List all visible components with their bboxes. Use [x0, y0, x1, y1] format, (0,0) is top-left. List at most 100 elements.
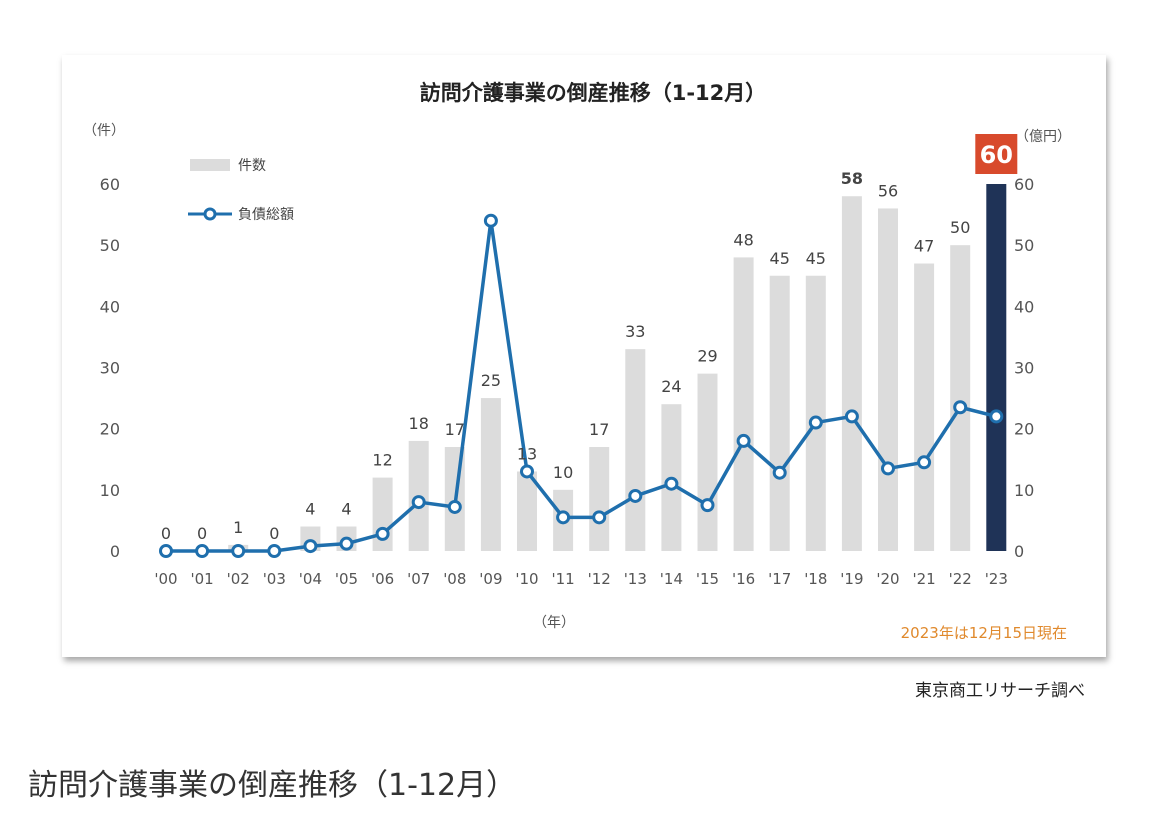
y-tick-left: 20 — [100, 420, 120, 439]
x-tick-label: '16 — [732, 570, 755, 588]
bar-15 — [697, 373, 718, 551]
y-tick-right: 10 — [1014, 481, 1034, 500]
legend-bar-label: 件数 — [238, 158, 266, 174]
bar-label: 45 — [770, 249, 790, 268]
bar-18 — [805, 275, 826, 551]
bar-label: 50 — [950, 218, 970, 237]
line-point-22 — [953, 400, 968, 415]
highlight-badge — [975, 134, 1018, 174]
line-point-3 — [267, 544, 282, 558]
bar-label: 29 — [697, 347, 717, 366]
bar-label: 1 — [233, 518, 243, 537]
y-tick-right: 40 — [1014, 297, 1034, 316]
bar-label: 4 — [341, 500, 351, 519]
line-point-23 — [989, 409, 1004, 424]
line-point-7 — [411, 495, 426, 510]
x-tick-label: '12 — [588, 570, 611, 588]
x-tick-label: '07 — [407, 570, 430, 588]
bar-23 — [986, 184, 1007, 551]
bar-13 — [625, 349, 646, 551]
line-point-2 — [231, 544, 246, 558]
line-point-8 — [447, 499, 462, 514]
legend-line-label: 負債総額 — [238, 207, 294, 223]
source-credit: 東京商工リサーチ調べ — [915, 681, 1085, 701]
y-tick-left: 50 — [100, 236, 120, 255]
bar-label: 4 — [305, 500, 315, 519]
y-tick-right: 20 — [1014, 420, 1034, 439]
chart-card: 訪問介護事業の倒産推移（1-12月） （件） （億円） （年） 2023年は12… — [62, 55, 1106, 657]
y-tick-left: 40 — [100, 297, 120, 316]
y-tick-right: 60 — [1014, 175, 1034, 194]
legend-bar-swatch — [190, 159, 230, 171]
bar-label: 58 — [841, 169, 863, 188]
bar-label: 10 — [553, 463, 573, 482]
x-tick-label: '01 — [190, 570, 213, 588]
x-tick-label: '08 — [443, 570, 466, 588]
x-tick-label: '20 — [876, 570, 899, 588]
bar-17 — [769, 275, 790, 551]
bar-21 — [914, 263, 935, 551]
line-point-19 — [844, 409, 859, 424]
line-point-14 — [664, 476, 679, 491]
line-point-10 — [520, 464, 534, 479]
y-tick-left: 30 — [100, 359, 120, 378]
bar-label: 45 — [806, 249, 826, 268]
bar-label: 0 — [197, 524, 207, 543]
chart-note: 2023年は12月15日現在 — [901, 624, 1067, 642]
bar-20 — [878, 208, 898, 551]
x-tick-label: '10 — [515, 570, 538, 588]
line-point-9 — [483, 213, 498, 228]
x-axis-label: （年） — [533, 615, 575, 631]
line-point-12 — [592, 510, 607, 525]
x-tick-label: '14 — [660, 570, 683, 588]
bar-9 — [480, 398, 501, 551]
x-tick-label: '05 — [335, 570, 358, 588]
x-tick-label: '00 — [154, 570, 177, 588]
bar-22 — [950, 245, 971, 551]
chart: 訪問介護事業の倒産推移（1-12月） （件） （億円） （年） 2023年は12… — [83, 81, 1071, 642]
bar-label: 24 — [661, 377, 681, 396]
left-axis-unit: （件） — [83, 123, 125, 139]
bar-label: 18 — [409, 414, 429, 433]
legend-line-marker — [203, 207, 217, 221]
x-tick-label: '23 — [985, 570, 1008, 588]
bar-label: 33 — [625, 322, 645, 341]
bar-label: 56 — [878, 181, 898, 200]
bar-16 — [733, 257, 754, 551]
y-tick-right: 0 — [1014, 542, 1024, 561]
bar-label: 47 — [914, 237, 934, 256]
line-point-11 — [556, 510, 571, 525]
bar-10 — [517, 471, 537, 551]
y-tick-left: 10 — [100, 481, 120, 500]
bar-label: 17 — [589, 420, 609, 439]
y-tick-right: 50 — [1014, 236, 1034, 255]
line-point-4 — [303, 539, 318, 554]
line-point-6 — [375, 526, 390, 541]
image-caption: 訪問介護事業の倒産推移（1-12月） — [28, 768, 517, 803]
y-tick-left: 60 — [100, 175, 120, 194]
x-tick-label: '13 — [624, 570, 647, 588]
bar-19 — [841, 196, 862, 551]
line-point-0 — [159, 544, 173, 558]
x-tick-label: '22 — [949, 570, 972, 588]
x-tick-label: '03 — [263, 570, 286, 588]
y-tick-left: 0 — [110, 542, 120, 561]
bar-label-highlight: 60 — [980, 141, 1013, 169]
bar-label: 0 — [161, 524, 171, 543]
right-axis-unit: （億円） — [1015, 129, 1071, 145]
line-point-16 — [736, 433, 751, 448]
line-series-debt — [166, 218, 997, 553]
bar-label: 25 — [481, 371, 501, 390]
line-point-17 — [772, 465, 787, 480]
x-tick-label: '11 — [551, 570, 574, 588]
x-tick-label: '18 — [804, 570, 827, 588]
x-tick-label: '04 — [299, 570, 322, 588]
line-point-13 — [628, 488, 643, 503]
bar-label: 12 — [372, 451, 392, 470]
x-tick-label: '15 — [696, 570, 719, 588]
bar-label: 0 — [269, 524, 279, 543]
x-tick-label: '17 — [768, 570, 791, 588]
x-tick-label: '09 — [479, 570, 502, 588]
bar-label: 48 — [733, 230, 753, 249]
